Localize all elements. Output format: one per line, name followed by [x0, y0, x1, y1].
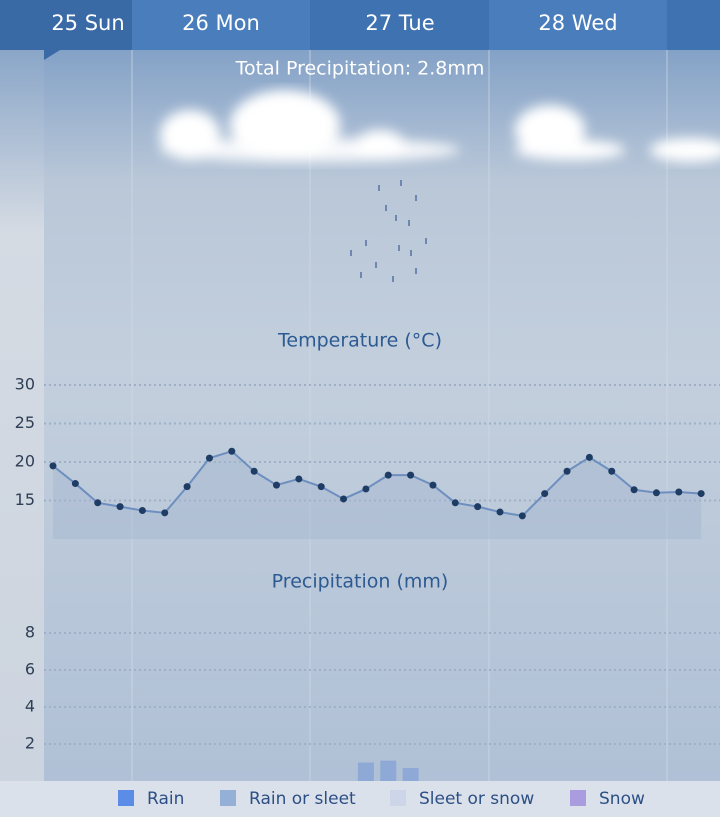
temperature-point: [183, 483, 191, 491]
temperature-point: [161, 509, 169, 517]
legend-label: Snow: [599, 789, 645, 809]
y-tick-label: 15: [15, 490, 35, 509]
chart-title: Precipitation (mm): [272, 571, 449, 593]
temperature-point: [652, 489, 660, 497]
temperature-line: [52, 450, 702, 517]
y-tick-label: 8: [25, 623, 35, 642]
tab-bar: [0, 0, 720, 60]
temperature-point: [608, 467, 616, 475]
temperature-point: [675, 488, 683, 496]
y-tick-label: 25: [15, 413, 35, 432]
temperature-point: [138, 507, 146, 515]
legend-label: Rain or sleet: [249, 789, 356, 809]
temperature-point: [563, 467, 571, 475]
total-precipitation: Total Precipitation: 2.8mm: [235, 58, 485, 80]
temperature-area: [53, 451, 702, 539]
temperature-point: [541, 490, 549, 498]
rain-drops: [350, 180, 427, 282]
legend-swatch: [570, 790, 586, 806]
temperature-point: [71, 480, 79, 488]
y-tick-label: 6: [25, 660, 35, 679]
legend-label: Sleet or snow: [419, 789, 534, 809]
temperature-point: [116, 503, 124, 511]
day-tab[interactable]: 28 Wed: [538, 11, 617, 35]
day-tab[interactable]: 26 Mon: [182, 11, 260, 35]
precipitation-bar: [402, 768, 419, 781]
temperature-point: [518, 512, 526, 520]
day-tab[interactable]: 27 Tue: [365, 11, 434, 35]
temperature-point: [295, 475, 303, 483]
legend-swatch: [118, 790, 134, 806]
temperature-point: [697, 490, 705, 498]
chart-title: Temperature (°C): [277, 330, 442, 352]
temperature-point: [94, 499, 102, 507]
temperature-point: [250, 467, 258, 475]
precipitation-bar: [357, 762, 374, 781]
temperature-point: [384, 471, 392, 479]
temperature-point: [273, 481, 280, 489]
temperature-point: [362, 485, 370, 493]
temperature-point: [585, 453, 593, 461]
temperature-point: [49, 462, 57, 470]
clouds: [160, 90, 720, 162]
temperature-point: [474, 503, 482, 511]
legend-label: Rain: [147, 789, 184, 809]
temperature-point: [340, 495, 348, 503]
y-tick-label: 2: [25, 734, 35, 753]
temperature-point: [496, 508, 504, 516]
day-lines: [131, 50, 668, 781]
temperature-point: [429, 481, 437, 489]
legend-swatch: [390, 790, 406, 806]
y-tick-label: 30: [15, 375, 35, 394]
temperature-point: [451, 499, 459, 507]
temperature-point: [228, 447, 236, 455]
y-tick-label: 4: [25, 697, 35, 716]
temperature-point: [407, 471, 415, 479]
y-tick-label: 20: [15, 452, 35, 471]
temperature-point: [317, 483, 325, 491]
axis-column: [0, 50, 44, 781]
temperature-point: [630, 486, 638, 494]
precipitation-bar: [380, 760, 397, 781]
day-tab[interactable]: 25 Sun: [51, 11, 124, 35]
legend-swatch: [220, 790, 236, 806]
temperature-point: [205, 454, 213, 462]
